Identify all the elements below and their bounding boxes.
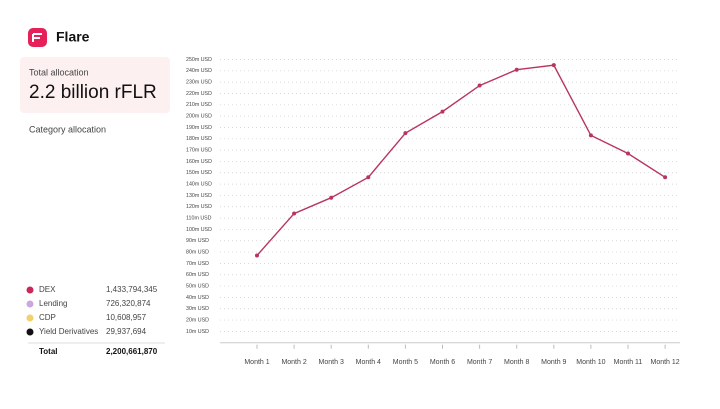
legend-amount: 1,433,794,345 [106,285,158,294]
x-tick-label: Month 4 [356,359,381,366]
legend-swatch [26,286,34,294]
point [329,195,334,200]
legend-swatch [26,314,34,322]
logo-mark [32,33,42,42]
point [663,175,668,180]
point [292,211,297,216]
y-tick-label: 200m USD [186,114,212,120]
y-tick-label: 170m USD [186,148,212,154]
brand: Flare [56,29,90,45]
total-amount: 2,200,661,870 [106,347,158,356]
y-tick-label: 10m USD [186,329,209,335]
y-tick-label: 80m USD [186,249,209,255]
point [440,109,445,114]
y-tick-label: 140m USD [186,182,212,188]
x-tick-label: Month 10 [576,359,605,366]
total-label: Total [39,347,58,356]
y-tick-label: 20m USD [186,317,209,323]
y-tick-label: 110m USD [186,215,212,221]
y-tick-label: 90m USD [186,238,209,244]
legend-swatch [26,300,34,308]
y-tick-label: 120m USD [186,204,212,210]
x-tick-label: Month 7 [467,359,492,366]
x-tick-label: Month 12 [651,359,680,366]
x-tick-label: Month 3 [319,359,344,366]
point [366,175,371,180]
point [514,67,519,72]
y-tick-label: 100m USD [186,227,212,233]
y-tick-label: 220m USD [186,91,212,97]
x-tick-label: Month 9 [541,359,566,366]
y-tick-label: 40m USD [186,295,209,301]
legend-name: Lending [39,299,67,308]
summary-label: Total allocation [29,67,89,77]
legend-amount: 29,937,694 [106,327,147,336]
y-tick-label: 230m USD [186,80,212,86]
legend-name: DEX [39,285,56,294]
point [626,151,630,156]
point [477,83,482,88]
point [403,131,408,136]
y-tick-label: 130m USD [186,193,212,199]
y-tick-label: 70m USD [186,261,209,267]
y-tick-label: 190m USD [186,125,212,131]
y-tick-label: 240m USD [186,68,212,74]
x-tick-label: Month 8 [504,359,529,366]
x-tick-label: Month 2 [281,359,306,366]
summary-card [20,57,170,113]
y-tick-label: 30m USD [186,306,209,312]
line [256,64,666,256]
legend-amount: 10,608,957 [106,313,147,322]
y-tick-label: 210m USD [186,102,212,108]
y-tick-label: 150m USD [186,170,212,176]
x-tick-label: Month 11 [614,359,643,366]
y-tick-label: 160m USD [186,159,212,165]
legend-name: Yield Derivatives [39,327,98,336]
legend-name: CDP [39,313,56,322]
point [551,63,556,68]
y-tick-label: 60m USD [186,272,209,278]
x-tick-label: Month 1 [244,359,269,366]
point [255,253,259,258]
legend-amount: 726,320,874 [106,299,151,308]
section-title: Category allocation [29,124,106,134]
summary-value: 2.2 billion rFLR [29,82,157,103]
x-tick-label: Month 5 [393,359,418,366]
point [588,133,593,138]
x-tick-label: Month 6 [430,359,455,366]
legend-swatch [26,328,34,336]
y-tick-label: 50m USD [186,283,209,289]
y-tick-label: 250m USD [186,57,212,63]
y-tick-label: 180m USD [186,136,212,142]
